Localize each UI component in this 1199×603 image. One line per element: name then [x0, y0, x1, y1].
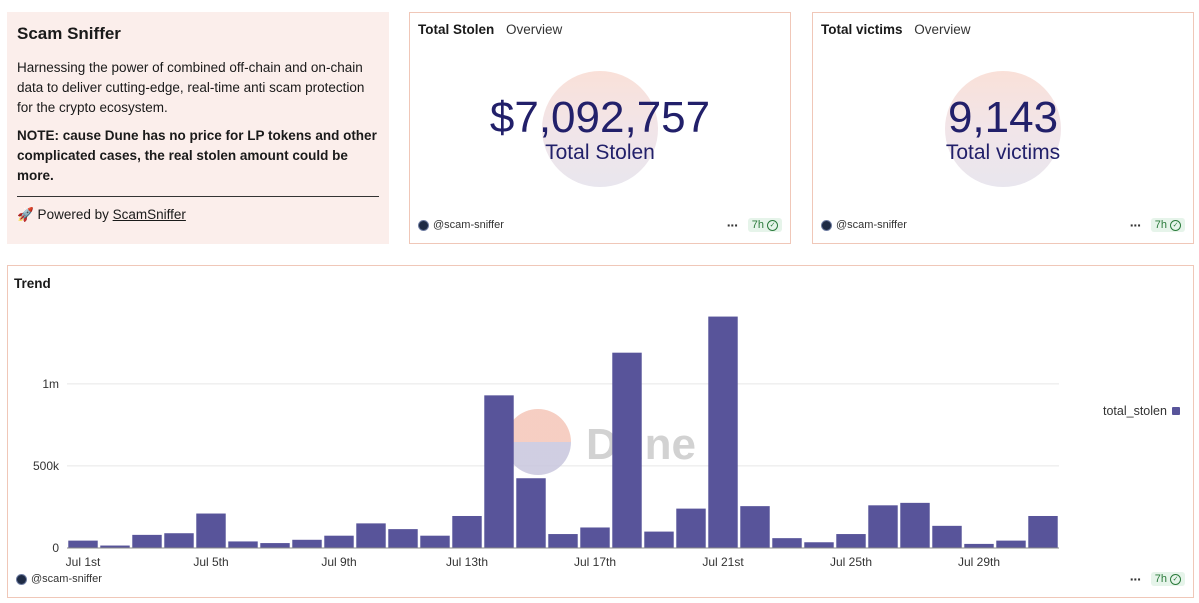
avatar: [16, 573, 27, 585]
author-name: @scam-sniffer: [433, 219, 504, 231]
counter-area: $7,092,757 Total Stolen: [410, 71, 790, 187]
total-stolen-widget: Total Stolen Overview $7,092,757 Total S…: [409, 12, 791, 244]
bar: [324, 535, 354, 548]
about-title: Scam Sniffer: [17, 24, 121, 43]
about-card: Scam Sniffer Harnessing the power of com…: [7, 12, 389, 244]
age-text: 7h: [1154, 219, 1167, 231]
total-stolen-value: $7,092,757: [489, 93, 711, 142]
bar: [388, 529, 418, 548]
y-tick-label: 500k: [33, 459, 60, 473]
bar: [228, 541, 258, 548]
widget-title[interactable]: Trend: [14, 276, 51, 291]
author-name: @scam-sniffer: [31, 573, 102, 585]
about-description: Harnessing the power of combined off-cha…: [17, 60, 365, 115]
age-text: 7h: [1154, 573, 1167, 585]
bar: [964, 543, 994, 548]
author-link[interactable]: @scam-sniffer: [418, 219, 504, 231]
bar: [804, 542, 834, 548]
about-note: NOTE: cause Dune has no price for LP tok…: [17, 128, 377, 183]
total-victims-label: Total victims: [945, 141, 1061, 164]
bar: [580, 527, 610, 548]
check-circle-icon: ✓: [767, 219, 778, 231]
dune-logo-icon: [542, 71, 658, 187]
more-options-icon[interactable]: ···: [1129, 571, 1142, 587]
divider: [17, 196, 379, 197]
bar: [836, 534, 866, 548]
bar: [644, 531, 674, 548]
bar: [868, 505, 898, 548]
bar: [612, 352, 642, 548]
avatar: [821, 219, 832, 231]
y-tick-label: 1m: [42, 377, 59, 391]
bar: [996, 540, 1026, 548]
x-tick-label: Jul 1st: [66, 555, 101, 569]
bar: [132, 534, 162, 548]
widget-subtitle: Overview: [914, 22, 971, 37]
more-options-icon[interactable]: ···: [726, 217, 739, 233]
bar: [292, 539, 322, 548]
chart-legend[interactable]: total_stolen: [1103, 404, 1180, 418]
powered-by: 🚀 Powered by ScamSniffer: [17, 207, 379, 223]
bar: [772, 538, 802, 548]
bar: [420, 535, 450, 548]
x-tick-label: Jul 25th: [830, 555, 872, 569]
dune-logo-icon: [945, 71, 1061, 187]
check-circle-icon: ✓: [1170, 573, 1181, 585]
counter-area: 9,143 Total victims: [813, 71, 1193, 187]
x-tick-label: Jul 17th: [574, 555, 616, 569]
author-name: @scam-sniffer: [836, 219, 907, 231]
check-circle-icon: ✓: [1170, 219, 1181, 231]
avatar: [418, 219, 429, 231]
refresh-status-badge[interactable]: 7h ✓: [1150, 572, 1185, 586]
bar: [548, 534, 578, 548]
bar: [164, 533, 194, 548]
more-options-icon[interactable]: ···: [1129, 217, 1142, 233]
dune-watermark-icon: [505, 409, 571, 475]
widget-footer: @scam-sniffer ··· 7h ✓: [418, 217, 782, 235]
bar: [68, 540, 98, 548]
widget-title[interactable]: Total Stolen: [418, 22, 495, 37]
bar: [452, 515, 482, 548]
widget-footer: @scam-sniffer ··· 7h ✓: [821, 217, 1185, 235]
total-victims-widget: Total victims Overview 9,143 Total victi…: [812, 12, 1194, 244]
refresh-status-badge[interactable]: 7h ✓: [747, 218, 782, 232]
widget-title[interactable]: Total victims: [821, 22, 903, 37]
x-tick-label: Jul 29th: [958, 555, 1000, 569]
x-tick-label: Jul 13th: [446, 555, 488, 569]
bar: [100, 545, 130, 548]
total-stolen-label: Total Stolen: [545, 141, 655, 164]
x-tick-label: Jul 21st: [702, 555, 744, 569]
refresh-status-badge[interactable]: 7h ✓: [1150, 218, 1185, 232]
bar: [516, 478, 546, 548]
x-tick-label: Jul 5th: [193, 555, 228, 569]
age-text: 7h: [751, 219, 764, 231]
bar: [932, 525, 962, 548]
bar: [484, 395, 514, 548]
bar: [356, 523, 386, 548]
scamsniffer-link[interactable]: ScamSniffer: [112, 207, 186, 222]
widget-header: Total victims Overview: [821, 22, 971, 37]
widget-subtitle: Overview: [506, 22, 563, 37]
x-tick-label: Jul 9th: [321, 555, 356, 569]
bar: [260, 543, 290, 548]
powered-prefix: 🚀 Powered by: [17, 207, 113, 222]
bar: [708, 316, 738, 548]
author-link[interactable]: @scam-sniffer: [821, 219, 907, 231]
total-victims-value: 9,143: [947, 93, 1059, 142]
author-link[interactable]: @scam-sniffer: [16, 573, 102, 585]
y-tick-label: 0: [52, 541, 59, 555]
bar: [740, 506, 770, 548]
widget-header: Total Stolen Overview: [418, 22, 562, 37]
legend-label: total_stolen: [1103, 404, 1167, 418]
bar: [676, 508, 706, 548]
bar: [1028, 515, 1058, 548]
legend-swatch: [1171, 407, 1180, 415]
bar: [900, 502, 930, 548]
bar: [196, 513, 226, 548]
widget-footer: @scam-sniffer ··· 7h ✓: [16, 571, 1185, 589]
